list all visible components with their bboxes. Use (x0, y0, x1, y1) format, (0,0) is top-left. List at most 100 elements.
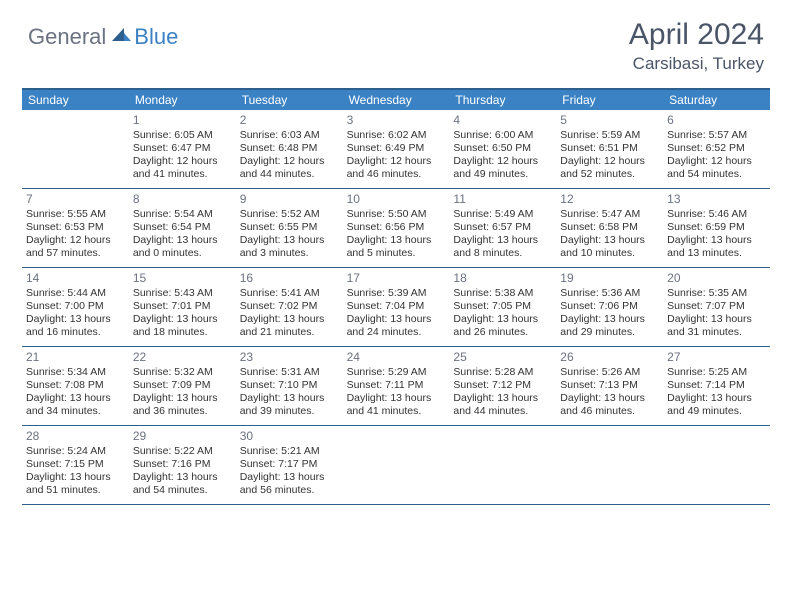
weekday-monday: Monday (129, 90, 236, 110)
day-number: 20 (667, 271, 766, 286)
day-number: 15 (133, 271, 232, 286)
daylight-line: Daylight: 13 hours (347, 313, 446, 326)
day-number: 2 (240, 113, 339, 128)
daylight-line: and 51 minutes. (26, 484, 125, 497)
daylight-line: Daylight: 12 hours (240, 155, 339, 168)
day-cell: 24Sunrise: 5:29 AMSunset: 7:11 PMDayligh… (343, 347, 450, 425)
sunrise-line: Sunrise: 5:34 AM (26, 366, 125, 379)
daylight-line: Daylight: 13 hours (453, 392, 552, 405)
sunset-line: Sunset: 6:56 PM (347, 221, 446, 234)
location-label: Carsibasi, Turkey (629, 54, 764, 74)
day-number: 22 (133, 350, 232, 365)
day-number: 12 (560, 192, 659, 207)
logo-text-general: General (28, 24, 106, 50)
sunrise-line: Sunrise: 5:52 AM (240, 208, 339, 221)
daylight-line: and 3 minutes. (240, 247, 339, 260)
day-cell: 23Sunrise: 5:31 AMSunset: 7:10 PMDayligh… (236, 347, 343, 425)
sunset-line: Sunset: 7:02 PM (240, 300, 339, 313)
daylight-line: and 13 minutes. (667, 247, 766, 260)
calendar-body: 1Sunrise: 6:05 AMSunset: 6:47 PMDaylight… (22, 110, 770, 505)
sunset-line: Sunset: 6:53 PM (26, 221, 125, 234)
week-row: 14Sunrise: 5:44 AMSunset: 7:00 PMDayligh… (22, 268, 770, 347)
daylight-line: Daylight: 13 hours (453, 234, 552, 247)
daylight-line: Daylight: 12 hours (133, 155, 232, 168)
weekday-thursday: Thursday (449, 90, 556, 110)
week-row: 21Sunrise: 5:34 AMSunset: 7:08 PMDayligh… (22, 347, 770, 426)
daylight-line: Daylight: 13 hours (26, 313, 125, 326)
daylight-line: Daylight: 13 hours (347, 234, 446, 247)
day-number: 16 (240, 271, 339, 286)
sunset-line: Sunset: 7:09 PM (133, 379, 232, 392)
daylight-line: and 26 minutes. (453, 326, 552, 339)
daylight-line: and 34 minutes. (26, 405, 125, 418)
sunset-line: Sunset: 6:57 PM (453, 221, 552, 234)
day-number: 6 (667, 113, 766, 128)
sunset-line: Sunset: 7:01 PM (133, 300, 232, 313)
daylight-line: Daylight: 12 hours (560, 155, 659, 168)
sunrise-line: Sunrise: 5:49 AM (453, 208, 552, 221)
day-cell: 19Sunrise: 5:36 AMSunset: 7:06 PMDayligh… (556, 268, 663, 346)
daylight-line: Daylight: 13 hours (133, 392, 232, 405)
sunset-line: Sunset: 7:07 PM (667, 300, 766, 313)
sunset-line: Sunset: 7:04 PM (347, 300, 446, 313)
sunset-line: Sunset: 7:06 PM (560, 300, 659, 313)
sunset-line: Sunset: 7:05 PM (453, 300, 552, 313)
sunrise-line: Sunrise: 5:54 AM (133, 208, 232, 221)
weekday-friday: Friday (556, 90, 663, 110)
day-cell: 28Sunrise: 5:24 AMSunset: 7:15 PMDayligh… (22, 426, 129, 504)
daylight-line: and 5 minutes. (347, 247, 446, 260)
sunrise-line: Sunrise: 5:36 AM (560, 287, 659, 300)
daylight-line: Daylight: 12 hours (453, 155, 552, 168)
day-cell: 14Sunrise: 5:44 AMSunset: 7:00 PMDayligh… (22, 268, 129, 346)
daylight-line: Daylight: 13 hours (133, 234, 232, 247)
sunrise-line: Sunrise: 6:05 AM (133, 129, 232, 142)
daylight-line: and 8 minutes. (453, 247, 552, 260)
day-cell: 10Sunrise: 5:50 AMSunset: 6:56 PMDayligh… (343, 189, 450, 267)
sunset-line: Sunset: 7:14 PM (667, 379, 766, 392)
daylight-line: and 18 minutes. (133, 326, 232, 339)
day-cell: 7Sunrise: 5:55 AMSunset: 6:53 PMDaylight… (22, 189, 129, 267)
day-number: 25 (453, 350, 552, 365)
daylight-line: Daylight: 13 hours (240, 471, 339, 484)
daylight-line: and 0 minutes. (133, 247, 232, 260)
sunset-line: Sunset: 7:10 PM (240, 379, 339, 392)
month-title: April 2024 (629, 18, 764, 52)
day-cell: 15Sunrise: 5:43 AMSunset: 7:01 PMDayligh… (129, 268, 236, 346)
day-number: 9 (240, 192, 339, 207)
sunrise-line: Sunrise: 6:00 AM (453, 129, 552, 142)
daylight-line: and 49 minutes. (667, 405, 766, 418)
day-cell (449, 426, 556, 504)
weekday-tuesday: Tuesday (236, 90, 343, 110)
daylight-line: Daylight: 13 hours (133, 471, 232, 484)
sunrise-line: Sunrise: 5:25 AM (667, 366, 766, 379)
daylight-line: Daylight: 13 hours (133, 313, 232, 326)
day-cell: 3Sunrise: 6:02 AMSunset: 6:49 PMDaylight… (343, 110, 450, 188)
day-cell: 18Sunrise: 5:38 AMSunset: 7:05 PMDayligh… (449, 268, 556, 346)
daylight-line: and 44 minutes. (453, 405, 552, 418)
day-cell: 30Sunrise: 5:21 AMSunset: 7:17 PMDayligh… (236, 426, 343, 504)
day-number: 3 (347, 113, 446, 128)
daylight-line: Daylight: 13 hours (667, 313, 766, 326)
daylight-line: and 24 minutes. (347, 326, 446, 339)
sunrise-line: Sunrise: 5:55 AM (26, 208, 125, 221)
day-number: 27 (667, 350, 766, 365)
daylight-line: and 49 minutes. (453, 168, 552, 181)
day-cell: 13Sunrise: 5:46 AMSunset: 6:59 PMDayligh… (663, 189, 770, 267)
day-cell: 2Sunrise: 6:03 AMSunset: 6:48 PMDaylight… (236, 110, 343, 188)
daylight-line: and 36 minutes. (133, 405, 232, 418)
day-cell: 27Sunrise: 5:25 AMSunset: 7:14 PMDayligh… (663, 347, 770, 425)
daylight-line: and 39 minutes. (240, 405, 339, 418)
day-number: 5 (560, 113, 659, 128)
daylight-line: Daylight: 13 hours (560, 234, 659, 247)
day-number: 11 (453, 192, 552, 207)
daylight-line: Daylight: 13 hours (453, 313, 552, 326)
sunrise-line: Sunrise: 5:39 AM (347, 287, 446, 300)
day-number: 10 (347, 192, 446, 207)
day-number: 1 (133, 113, 232, 128)
sunrise-line: Sunrise: 5:50 AM (347, 208, 446, 221)
day-cell: 11Sunrise: 5:49 AMSunset: 6:57 PMDayligh… (449, 189, 556, 267)
sunset-line: Sunset: 7:12 PM (453, 379, 552, 392)
sunset-line: Sunset: 6:55 PM (240, 221, 339, 234)
sunset-line: Sunset: 6:51 PM (560, 142, 659, 155)
sunrise-line: Sunrise: 5:47 AM (560, 208, 659, 221)
